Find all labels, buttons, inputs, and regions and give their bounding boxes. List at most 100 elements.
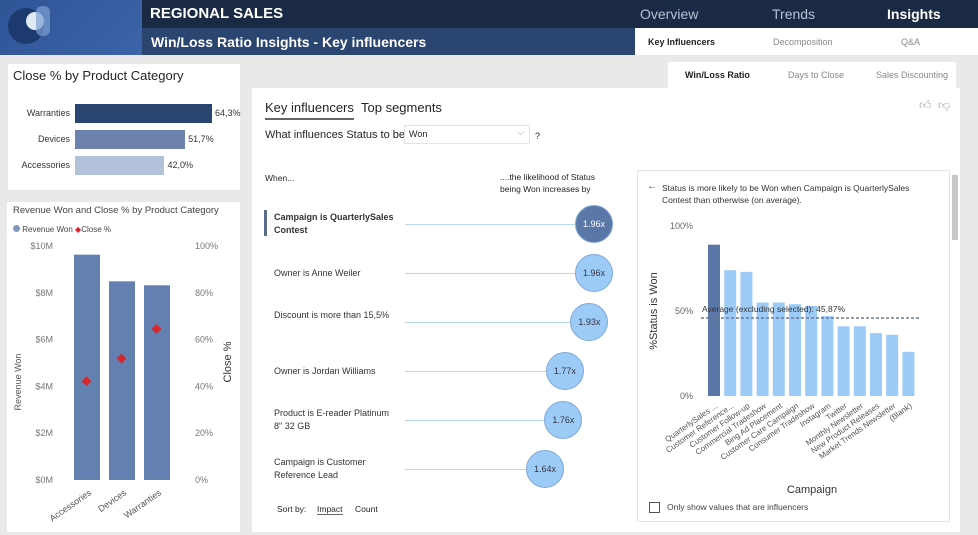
revenue-chart-card: Revenue Won and Close % by Product Categ…	[7, 202, 240, 532]
detail-panel: ← Status is more likely to be Won when C…	[637, 170, 950, 522]
influencer-arrow	[405, 371, 546, 372]
influencer-arrow	[405, 322, 571, 323]
y-tick: $4M	[35, 381, 53, 391]
average-label: Average (excluding selected): 45,87%	[702, 304, 845, 314]
close-bar[interactable]	[75, 156, 165, 175]
back-arrow-icon[interactable]: ←	[647, 181, 657, 192]
chevron-down-icon: ⌵	[517, 127, 524, 137]
campaign-bar	[789, 304, 801, 396]
report-title: REGIONAL SALES	[150, 5, 284, 22]
close-pct-card: Close % by Product Category Warranties 64…	[8, 64, 241, 190]
y-tick: 50%	[675, 306, 693, 316]
influencer-arrow	[405, 273, 575, 274]
campaign-bar	[756, 302, 769, 396]
influencer-arrow	[405, 420, 545, 421]
close-value: 51,7%	[188, 134, 214, 144]
campaign-bar	[870, 333, 882, 396]
top-bar	[0, 0, 978, 28]
sort-label: Sort by:	[277, 504, 307, 514]
close-bar[interactable]	[75, 130, 186, 149]
sort-impact[interactable]: Impact	[317, 504, 343, 515]
campaign-bar	[708, 244, 720, 396]
close-bar[interactable]	[75, 104, 212, 123]
y-tick: $2M	[35, 428, 53, 438]
nav-trends[interactable]: Trends	[772, 6, 816, 22]
nav-insights[interactable]: Insights	[887, 6, 941, 22]
subnav-key-influencers[interactable]: Key Influencers	[648, 37, 716, 47]
campaign-bar	[724, 270, 737, 396]
thumbs-up-icon[interactable]: 👍︎	[919, 98, 932, 112]
y-tick: $10M	[30, 241, 53, 251]
x-axis-label: Campaign	[787, 484, 837, 496]
influencer-text[interactable]: Owner is Anne Weiler	[274, 268, 361, 278]
subnav: Key Influencers Decomposition Q&A	[635, 28, 978, 55]
x-tick: Accessories	[48, 487, 94, 523]
tab-top-segments[interactable]: Top segments	[361, 100, 442, 115]
category-label: Accessories	[21, 160, 70, 170]
help-mark[interactable]: ?	[535, 131, 541, 141]
influencer-bubble[interactable]: 1.77x	[545, 352, 584, 390]
tab-win-loss[interactable]: Win/Loss Ratio	[685, 70, 750, 80]
y-axis-label: %Status is Won	[648, 272, 660, 349]
category-label: Devices	[37, 134, 70, 144]
influencer-bubble[interactable]: 1.96x	[575, 254, 613, 292]
influencer-arrow	[405, 224, 575, 225]
sort-count[interactable]: Count	[355, 504, 378, 514]
checkbox-label: Only show values that are influencers	[667, 502, 809, 512]
influencer-arrow	[405, 469, 527, 470]
close-marker	[151, 324, 162, 334]
legend-close: Close %	[81, 225, 111, 234]
influencer-text[interactable]: Campaign is QuarterlySales Contest	[274, 212, 394, 235]
tab-days-to-close[interactable]: Days to Close	[788, 70, 845, 80]
influencer-text[interactable]: Campaign is Customer Reference Lead	[274, 457, 366, 480]
detail-text: Status is more likely to be Won when Cam…	[662, 183, 910, 205]
campaign-bar	[902, 351, 915, 396]
page-subtitle: Win/Loss Ratio Insights - Key influencer…	[142, 28, 635, 55]
when-label: When...	[265, 173, 295, 183]
campaign-bar	[886, 334, 899, 396]
y-tick: 0%	[680, 391, 693, 401]
x-tick: Warranties	[122, 487, 164, 520]
campaign-bar	[805, 305, 818, 396]
selected-indicator	[264, 210, 267, 236]
y-tick: $8M	[35, 288, 53, 298]
y2-tick: 20%	[195, 428, 213, 438]
close-value: 64,3%	[215, 108, 241, 118]
campaign-bar	[821, 316, 834, 396]
diamond-icon: ◆	[75, 225, 82, 234]
influencer-bubble[interactable]: 1.76x	[544, 401, 583, 439]
subnav-decomposition[interactable]: Decomposition	[773, 37, 833, 47]
subnav-qa[interactable]: Q&A	[901, 37, 921, 47]
tab-key-influencers[interactable]: Key influencers	[265, 100, 354, 120]
campaign-bar	[740, 271, 753, 396]
thumbs-down-icon[interactable]: 👎︎	[938, 98, 951, 112]
campaign-bar	[772, 302, 785, 396]
scrollbar[interactable]	[952, 175, 958, 240]
influencer-text[interactable]: Owner is Jordan Williams	[274, 366, 376, 376]
campaign-bar	[837, 326, 850, 396]
nav-overview[interactable]: Overview	[640, 6, 699, 22]
legend: Revenue Won ◆Close %	[13, 225, 111, 234]
revenue-bar	[109, 281, 135, 480]
influencer-bubble[interactable]: 1.93x	[570, 303, 609, 341]
legend-dot-icon	[13, 225, 20, 232]
close-value: 42,0%	[167, 160, 194, 170]
influencer-bubble[interactable]: 1.64x	[526, 450, 565, 488]
revenue-bar	[74, 254, 100, 480]
tab-sales-discounting[interactable]: Sales Discounting	[876, 70, 949, 80]
influencer-text[interactable]: Product is E-reader Platinum 8" 32 GB	[274, 408, 390, 431]
y2-tick: 80%	[195, 288, 213, 298]
status-dropdown[interactable]: Won ⌵	[404, 125, 530, 144]
y2-tick: 100%	[195, 241, 218, 251]
chart-title: Revenue Won and Close % by Product Categ…	[13, 205, 219, 216]
y2-tick: 0%	[195, 475, 208, 485]
category-label: Warranties	[26, 108, 70, 118]
revenue-chart: $0M 0% $2M 20% $4M 40% $6M 60% $8M 80% $10M 100% Acc…	[13, 241, 234, 523]
y-tick: $6M	[35, 335, 53, 345]
y-tick: 100%	[670, 221, 693, 231]
influencer-bubble[interactable]: 1.96x	[575, 205, 613, 243]
y2-tick: 40%	[195, 381, 213, 391]
influencer-text[interactable]: Discount is more than 15,5%	[274, 310, 390, 320]
influencers-checkbox[interactable]	[649, 502, 660, 513]
legend-revenue: Revenue Won	[22, 225, 73, 234]
